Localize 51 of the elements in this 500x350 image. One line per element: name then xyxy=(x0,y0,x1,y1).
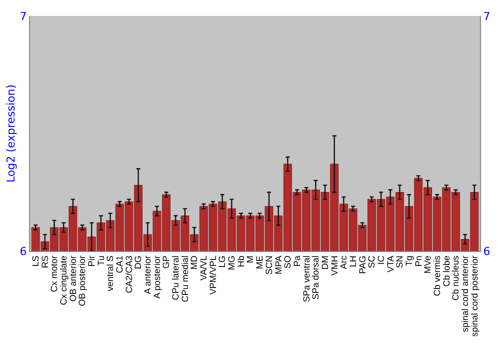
x-tick-label: SO xyxy=(282,256,293,269)
x-tick-label: VMH xyxy=(329,256,340,276)
x-tick-label: SC xyxy=(366,255,377,268)
x-tick-label: Arc xyxy=(338,255,349,270)
x-tick-label: ventral S xyxy=(105,256,116,292)
x-tick-label: IC xyxy=(376,255,386,265)
x-tick-label: SPa dorsal xyxy=(310,256,321,300)
x-tick-label: Cb lobe xyxy=(441,256,452,287)
x-tick-label: spinal cord posterior xyxy=(469,256,480,337)
x-tick-label: SN xyxy=(394,256,405,268)
x-tick-label: LH xyxy=(348,256,358,268)
x-tick-label: Hb xyxy=(236,256,246,268)
x-tick-label: PAG xyxy=(357,256,368,274)
x-tick-label: LG xyxy=(217,256,228,268)
x-tick-label: CPu lateral xyxy=(170,256,181,300)
x-tick-label: M xyxy=(245,256,256,264)
x-tick-label: VA/VL xyxy=(198,256,209,280)
x-tick-label: VTA xyxy=(385,256,396,272)
x-tick-label: CA1 xyxy=(114,256,125,274)
x-tick-label: SCN xyxy=(264,256,274,275)
y2-tick-label: 6 xyxy=(483,244,490,258)
x-tick-label: Pn xyxy=(413,256,424,267)
x-tick-label: spinal cord anterior xyxy=(460,256,470,332)
x-tick-label: OB posterior xyxy=(77,256,88,306)
x-tick-label: LS xyxy=(30,256,41,267)
x-tick-label: VPM/VPL xyxy=(208,256,218,295)
x-tick-label: MPA xyxy=(273,256,284,274)
x-tick-label: MD xyxy=(189,255,200,270)
x-tick-label: OB anterior xyxy=(68,256,78,302)
y-axis-title: Log2 (expression) xyxy=(4,84,18,183)
x-tick-label: Pir xyxy=(86,256,97,267)
x-tick-label: MG xyxy=(226,256,237,270)
x-tick-label: ME xyxy=(254,256,265,270)
x-tick-label: GP xyxy=(161,256,172,269)
x-tick-label: A anterior xyxy=(142,256,153,294)
x-tick-label: Tu xyxy=(96,256,106,266)
x-tick-label: Pa xyxy=(292,256,302,267)
x-tick-label: Cx motor xyxy=(49,256,60,292)
x-tick-label: Cx cingulate xyxy=(58,256,69,306)
x-tick-label: SPa ventral xyxy=(301,256,312,302)
x-tick-label: CA2/CA3 xyxy=(124,256,134,294)
y2-tick-label: 7 xyxy=(483,10,490,23)
x-tick-label: Tg xyxy=(404,256,414,266)
x-tick-label: DM xyxy=(320,256,330,270)
x-tick-label: A posterior xyxy=(152,256,162,299)
x-tick-label: DG xyxy=(133,256,144,270)
x-tick-label: Cb vermis xyxy=(432,255,442,296)
x-tick-label: MVe xyxy=(422,256,433,274)
x-tick-label: CPu medial xyxy=(180,256,190,302)
x-tick-label: Cb nucleus xyxy=(450,255,461,301)
x-tick-label: RS xyxy=(40,256,50,268)
